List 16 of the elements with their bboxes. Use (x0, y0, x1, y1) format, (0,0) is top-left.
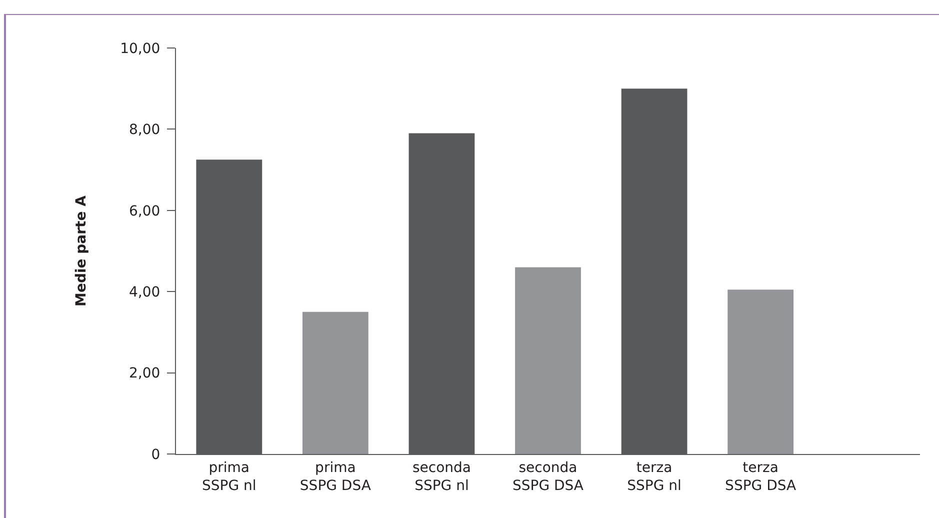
y-tick-label: 8,00 (129, 122, 160, 138)
y-tick-label: 0 (151, 446, 160, 463)
y-axis-title: Medie parte A (74, 195, 90, 306)
bar (302, 312, 368, 454)
y-tick-label: 4,00 (129, 284, 160, 300)
x-tick-label: prima SSPG DSA (300, 460, 372, 494)
x-tick-label: terza SSPG nl (627, 460, 682, 494)
x-tick-label: seconda SSPG nl (412, 460, 471, 494)
y-tick-label: 2,00 (129, 366, 160, 382)
x-tick-label: terza SSPG DSA (725, 460, 796, 494)
x-tick-label: seconda SSPG DSA (512, 460, 584, 494)
bar (728, 290, 794, 454)
bar (515, 267, 581, 454)
y-tick-label: 10,00 (120, 40, 160, 57)
x-tick-label: prima SSPG nl (202, 460, 256, 494)
y-tick-label: 6,00 (129, 203, 160, 220)
